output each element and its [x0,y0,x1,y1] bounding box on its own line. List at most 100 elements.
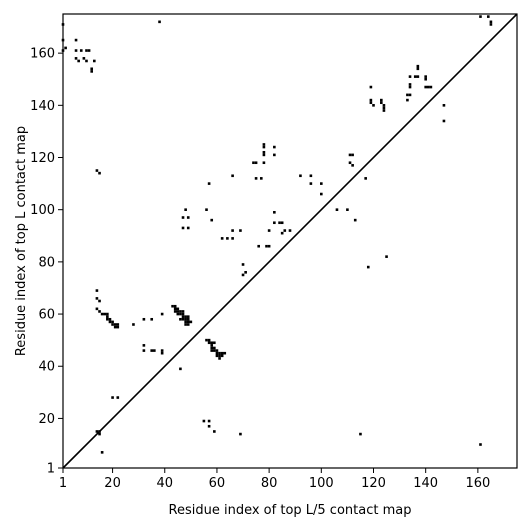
x-tick-label: 140 [413,476,438,491]
contact-point-upper [241,263,245,266]
contact-point-upper [93,59,96,63]
contact-point-upper [416,64,420,68]
contact-point-upper [79,49,83,52]
contact-point-upper [267,244,271,248]
contact-point-upper [74,38,78,42]
contact-point-lower [215,354,219,358]
contact-point-lower [176,312,180,316]
contact-point-upper [424,85,427,89]
contact-point-lower [160,349,164,352]
contact-point-upper [309,182,313,185]
contact-point-upper [346,208,349,211]
contact-point-lower [142,344,146,347]
x-tick-label: 60 [209,476,226,491]
contact-point-lower [207,341,211,345]
y-tick-label: 40 [38,360,55,375]
contact-point-lower [184,320,187,324]
contact-point-upper [254,161,258,165]
diagonal-line [62,13,518,469]
contact-point-lower [218,351,221,355]
y-tick-label: 160 [30,47,55,62]
contact-point-lower [205,338,208,342]
contact-point-upper [406,98,409,102]
contact-point-lower [116,325,120,329]
contact-point-lower [223,351,227,355]
contact-point-lower [98,310,101,313]
contact-point-upper [309,174,313,178]
contact-point-upper [280,221,284,225]
contact-point-upper [90,67,94,71]
plot-frame [62,13,518,469]
contact-point-upper [369,85,373,89]
x-axis-label: Residue index of top L/5 contact map [169,503,412,518]
contact-point-lower [173,304,177,308]
contact-point-lower [186,317,190,321]
contact-point-upper [85,49,88,52]
contact-point-upper [372,104,375,107]
y-tick-label: 80 [38,255,55,270]
y-tick-label: 120 [30,151,55,166]
contact-point-lower [150,317,154,321]
contact-point-upper [186,226,190,230]
contact-point-upper [288,229,292,232]
contact-point-lower [95,297,99,300]
contact-point-upper [489,23,493,26]
data-marks [61,15,493,454]
contact-point-lower [100,312,104,316]
contact-point-upper [364,177,367,180]
contact-point-lower [215,349,219,352]
contact-point-upper [257,244,260,248]
contact-point-upper [320,182,323,185]
contact-point-upper [348,161,352,165]
contact-point-lower [179,310,182,313]
contact-point-lower [186,315,190,318]
contact-point-upper [299,174,302,178]
contact-point-upper [424,77,427,81]
contact-point-upper [231,229,234,232]
contact-point-upper [382,106,386,110]
contact-point-lower [160,312,164,316]
contact-point-lower [103,312,107,316]
contact-point-upper [280,231,284,235]
contact-point-upper [241,273,245,277]
contact-point-lower [186,323,190,326]
contact-point-upper [366,265,370,269]
contact-point-lower [98,432,101,436]
contact-point-upper [442,119,446,123]
contact-point-upper [259,177,263,180]
contact-point-lower [184,317,187,321]
contact-point-lower [113,325,117,329]
contact-point-upper [380,98,383,102]
contact-point-upper [82,57,86,60]
contact-point-lower [184,315,187,318]
contact-point-lower [181,312,185,316]
contact-point-upper [267,229,271,232]
contact-point-lower [181,315,185,318]
contact-point-upper [181,226,185,230]
contact-point-lower [179,317,182,321]
contact-point-upper [335,208,339,211]
contact-point-lower [220,354,224,358]
contact-point-upper [489,20,493,24]
contact-point-lower [179,312,182,316]
contact-point-upper [77,59,80,63]
contact-point-lower [213,341,216,345]
contact-point-lower [186,320,190,324]
contact-point-lower [100,451,104,454]
contact-point-lower [106,315,109,318]
contact-point-upper [210,218,214,222]
contact-point-upper [380,101,383,105]
contact-point-upper [181,216,185,219]
contact-point-upper [320,192,323,196]
contact-point-upper [254,177,258,180]
contact-point-lower [113,323,117,326]
contact-point-upper [408,83,412,86]
contact-point-upper [382,104,386,107]
contact-point-upper [265,244,268,248]
y-axis-label: Residue index of top L contact map [14,126,29,356]
contact-point-upper [226,237,229,240]
contact-point-lower [173,307,177,311]
contact-point-upper [426,85,430,89]
